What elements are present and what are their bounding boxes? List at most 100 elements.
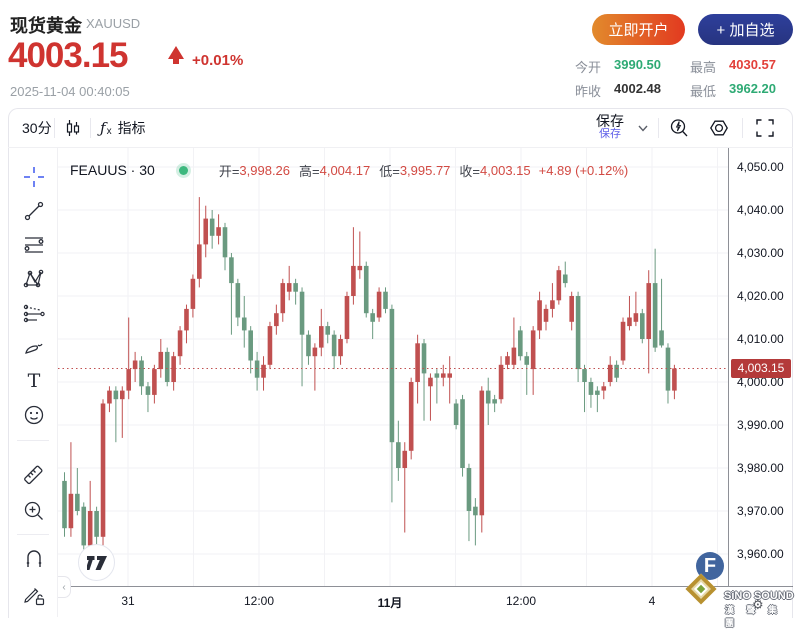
quote-timestamp: 2025-11-04 00:40:05	[10, 84, 130, 99]
candle	[248, 326, 253, 374]
candle	[299, 287, 305, 387]
candle	[164, 347, 170, 387]
rail-collapse-button[interactable]: ‹	[58, 576, 71, 598]
candle	[312, 343, 318, 391]
legend-open-label: 开=	[218, 163, 240, 179]
candle	[614, 360, 619, 382]
candle	[646, 270, 652, 374]
open-account-button[interactable]: 立即开户	[592, 14, 685, 45]
chart-legend: FEAUUS · 30 开= 3,998.26 高= 4,004.17 低= 3,99…	[70, 160, 628, 180]
chart-style-button[interactable]	[63, 108, 83, 148]
time-axis-settings-gear-icon[interactable]: ⚙	[752, 597, 764, 612]
candle	[434, 369, 440, 404]
time-tick: 4	[648, 594, 656, 608]
save-button[interactable]: 保存 保存	[596, 108, 624, 148]
candle	[81, 502, 87, 550]
candle	[357, 231, 363, 279]
candlestick-chart[interactable]	[58, 148, 728, 586]
quick-search-button[interactable]	[668, 108, 690, 148]
tool-text[interactable]: T	[21, 368, 47, 394]
candle	[518, 326, 523, 361]
candle	[139, 356, 144, 395]
candle	[197, 197, 202, 288]
candle	[588, 377, 594, 408]
tool-xabcd-pattern[interactable]	[21, 266, 47, 292]
candle	[184, 304, 189, 344]
tool-emoji[interactable]	[21, 402, 47, 428]
tradingview-logo-icon	[86, 555, 107, 570]
save-dropdown-button[interactable]	[636, 108, 650, 148]
candle	[607, 356, 613, 387]
candle	[203, 205, 209, 258]
high-value: 4030.57	[729, 57, 776, 72]
candle	[543, 304, 549, 331]
time-axis[interactable]: 31 12:00 11月 12:00 4	[58, 586, 793, 617]
tool-ruler[interactable]	[21, 463, 47, 489]
market-status-dot	[178, 165, 188, 175]
price-axis[interactable]: 4,050.00 4,040.00 4,030.00 4,020.00 4,010.00…	[728, 148, 793, 586]
candle	[408, 377, 414, 460]
chart-settings-button[interactable]	[708, 108, 730, 148]
price-tick: 3,980.00	[737, 461, 784, 475]
fullscreen-icon	[756, 119, 774, 137]
candle	[601, 382, 607, 400]
candle	[396, 420, 401, 481]
candle	[428, 373, 433, 421]
legend-low-label: 低=	[379, 163, 400, 179]
toolbar-separator	[658, 118, 659, 138]
candle	[524, 351, 530, 395]
candle	[235, 278, 241, 327]
save-label: 保存	[596, 113, 624, 129]
candle	[280, 278, 286, 322]
candle	[152, 364, 157, 404]
candle	[241, 296, 247, 348]
candle	[537, 291, 542, 339]
forecast-icon	[23, 304, 45, 323]
candle	[267, 321, 273, 370]
price-tick: 4,000.00	[737, 375, 784, 389]
fx-icon: ƒ	[100, 119, 106, 137]
candle	[370, 308, 375, 339]
candle	[158, 339, 164, 378]
tool-zoom-in[interactable]	[21, 498, 47, 524]
candle	[485, 377, 491, 425]
candle	[383, 287, 388, 314]
indicators-label: 指标	[117, 120, 146, 136]
interval-button[interactable]: 30分	[22, 120, 52, 136]
tool-forecast[interactable]	[21, 300, 47, 326]
tool-crosshair[interactable]	[21, 164, 47, 190]
rail-separator	[17, 440, 49, 441]
tool-brush[interactable]	[21, 334, 47, 360]
candle	[672, 364, 677, 400]
legend-low-value: 3,995.77	[399, 162, 451, 178]
tool-drawing-lock[interactable]	[21, 582, 47, 608]
candle	[216, 214, 221, 245]
price-up-arrow-icon	[168, 46, 184, 64]
candle	[402, 442, 408, 533]
tradingview-logo[interactable]	[78, 544, 115, 581]
candle	[473, 498, 478, 546]
candle	[338, 334, 343, 365]
tool-trend-line[interactable]	[21, 198, 47, 224]
rail-separator	[17, 534, 49, 535]
candle	[222, 222, 228, 271]
today-open-label: 今开	[575, 60, 602, 75]
last-price-label: 4,003.15	[731, 358, 791, 378]
candle	[440, 364, 446, 387]
add-watchlist-button[interactable]: + 加自选	[698, 14, 793, 45]
drawing-tool-rail: T	[9, 148, 58, 617]
price-tick: 3,970.00	[737, 504, 784, 518]
price-tick: 3,960.00	[737, 547, 784, 561]
fullscreen-button[interactable]	[754, 108, 776, 148]
instrument-symbol: XAUUSD	[86, 16, 141, 31]
zoom-in-icon	[24, 501, 43, 520]
toolbar-separator	[90, 118, 91, 138]
tool-fib-retracement[interactable]	[21, 232, 47, 258]
instrument-name: 现货黄金	[10, 16, 82, 36]
candle	[575, 291, 581, 382]
candle	[107, 386, 112, 413]
legend-symbol[interactable]: FEAUUS · 30	[70, 162, 155, 178]
save-tooltip: 保存	[599, 128, 621, 140]
tool-magnet[interactable]	[21, 546, 47, 572]
